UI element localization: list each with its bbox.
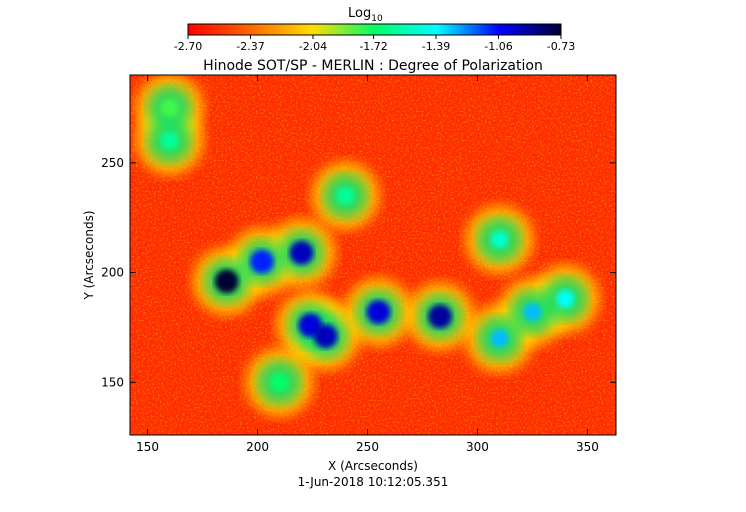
colorbar-tick-label: -1.06 <box>484 40 512 53</box>
x-tick-label: 200 <box>246 440 269 454</box>
heat-point <box>313 324 338 349</box>
heatmap-area <box>130 75 616 435</box>
heat-point <box>556 289 575 308</box>
heat-point <box>249 249 274 274</box>
colorbar-tick-label: -1.72 <box>359 40 387 53</box>
chart-title: Hinode SOT/SP - MERLIN : Degree of Polar… <box>203 58 543 74</box>
heat-point <box>160 98 179 117</box>
heatmap-blobs <box>135 75 600 417</box>
plot-frame <box>129 74 617 436</box>
y-axis-label: Y (Arcseconds) <box>82 210 96 300</box>
colorbar-tick-label: -2.04 <box>299 40 327 53</box>
x-tick-label: 150 <box>136 440 159 454</box>
x-tick-label: 350 <box>576 440 599 454</box>
colorbar-gradient <box>187 23 562 36</box>
colorbar: Log10 -2.70 -2.37 -2.04 -1.72 -1.39 -1.06 -0.7… <box>174 6 575 53</box>
heat-point <box>289 240 314 265</box>
colorbar-tick-label: -2.37 <box>236 40 264 53</box>
heat-point <box>366 300 391 325</box>
x-tick-label: 300 <box>466 440 489 454</box>
x-tick-label: 250 <box>356 440 379 454</box>
heat-point <box>160 131 179 150</box>
heat-point <box>428 304 453 329</box>
heat-point <box>336 186 355 205</box>
x-axis-label: X (Arcseconds) <box>328 459 418 473</box>
timestamp: 1-Jun-2018 10:12:05.351 <box>298 475 449 489</box>
colorbar-tick-label: -2.70 <box>174 40 202 53</box>
heat-point <box>523 303 542 322</box>
axis-ticks: 150 200 250 300 350 150 200 250 <box>101 75 616 454</box>
colorbar-tick-label: -0.73 <box>547 40 575 53</box>
y-tick-label: 200 <box>101 266 124 280</box>
colorbar-label: Log10 <box>348 6 383 24</box>
heat-point <box>490 230 509 249</box>
colorbar-ticks: -2.70 -2.37 -2.04 -1.72 -1.39 -1.06 -0.73 <box>174 35 575 53</box>
heat-point <box>490 329 509 348</box>
y-tick-label: 150 <box>101 375 124 389</box>
heat-point <box>214 269 239 294</box>
heat-point <box>270 373 289 392</box>
colorbar-tick-label: -1.39 <box>422 40 450 53</box>
y-tick-label: 250 <box>101 156 124 170</box>
